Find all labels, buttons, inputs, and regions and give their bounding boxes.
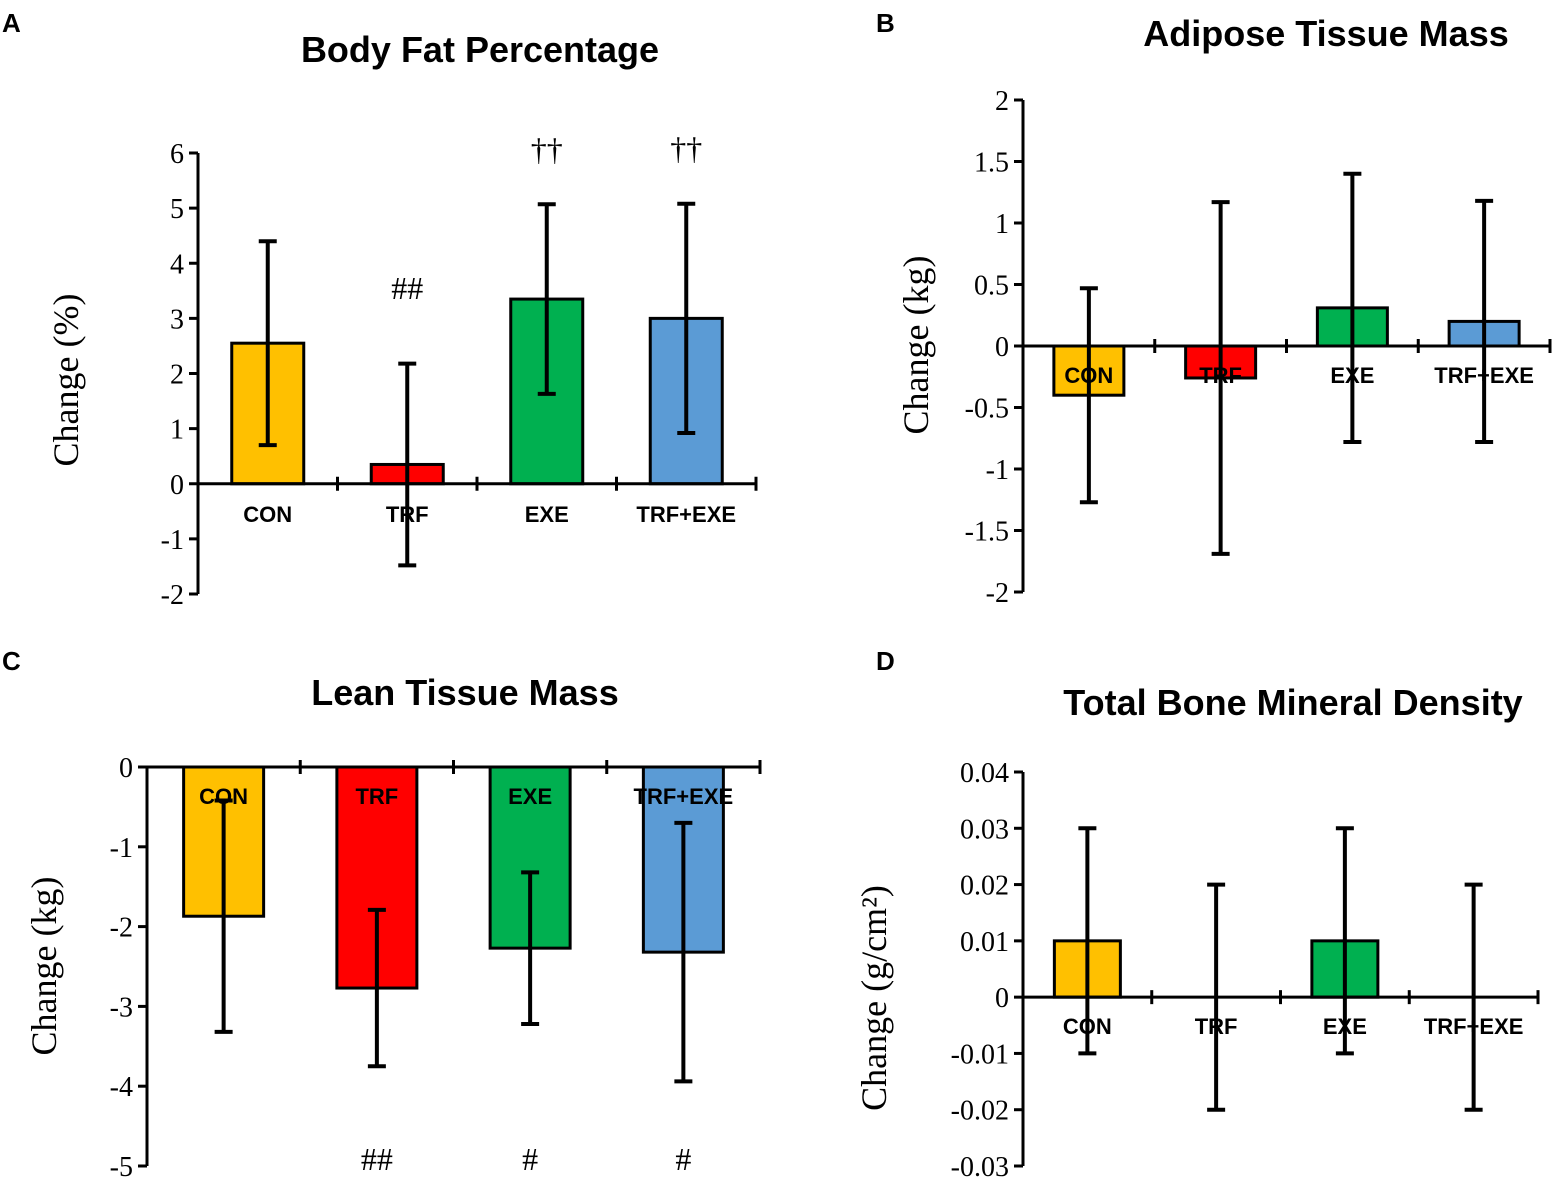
plot-area-d: -0.03 -0.02 -0.01 0 0.01 0.02 0.03 0.04 CON TRF EX…: [951, 758, 1540, 1183]
significance-marker-trf-exe-c: #: [675, 1141, 691, 1177]
category-label-con-d: CON: [1063, 1014, 1112, 1039]
panel-label-a: A: [2, 8, 21, 38]
category-label-trf-b: TRF: [1199, 363, 1242, 388]
y-tick-label-d: 0: [995, 983, 1009, 1014]
category-label-trf-exe-b: TRF+EXE: [1434, 363, 1534, 388]
category-label-exe-b: EXE: [1330, 363, 1374, 388]
category-label-trf-a: TRF: [386, 502, 429, 527]
y-tick-label-a: -1: [161, 525, 184, 556]
panel-label-c: C: [2, 646, 21, 676]
y-tick-label-b: -1: [986, 455, 1009, 486]
y-tick-label-b: 0.5: [974, 271, 1009, 302]
significance-marker-exe-a: ††: [531, 131, 563, 167]
significance-marker-trf-a: ##: [391, 270, 423, 306]
category-label-trf-d: TRF: [1195, 1014, 1238, 1039]
y-tick-label-a: 4: [170, 249, 184, 280]
y-tick-label-d: 0.04: [960, 758, 1009, 789]
category-label-trf-exe-c: TRF+EXE: [634, 784, 734, 809]
panel-label-b: B: [876, 8, 895, 38]
plot-area-a: -2 -1 0 1 2 3 4 5 6 CON TRF ## EXE †† TRF+EXE ††: [161, 131, 758, 611]
y-tick-label-d: -0.02: [951, 1096, 1009, 1127]
y-tick-label-a: 2: [170, 360, 184, 391]
y-axis-label-a: Change (%): [46, 294, 86, 467]
y-tick-label-b: 0: [995, 332, 1009, 363]
significance-marker-trf-exe-a: ††: [670, 131, 702, 167]
y-tick-label-c: -1: [110, 833, 133, 864]
y-axis-label-c: Change (kg): [24, 877, 64, 1056]
significance-marker-exe-c: #: [522, 1141, 538, 1177]
plot-area-c: -5 -4 -3 -2 -1 0 CON TRF ## EXE # TRF+EXE #: [110, 753, 762, 1183]
y-tick-label-b: -1.5: [965, 517, 1009, 548]
y-tick-label-d: -0.03: [951, 1152, 1009, 1183]
y-tick-label-a: -2: [161, 580, 184, 611]
y-tick-label-a: 0: [170, 470, 184, 501]
y-tick-label-b: -0.5: [965, 394, 1009, 425]
category-label-exe-d: EXE: [1323, 1014, 1367, 1039]
y-tick-label-b: 1.5: [974, 148, 1009, 179]
y-tick-label-d: 0.03: [960, 814, 1009, 845]
y-tick-label-d: -0.01: [951, 1039, 1009, 1070]
category-label-con-c: CON: [199, 784, 248, 809]
category-label-trf-exe-d: TRF+EXE: [1424, 1014, 1524, 1039]
category-label-exe-c: EXE: [508, 784, 552, 809]
y-axis-label-d: Change (g/cm²): [854, 885, 894, 1111]
y-tick-label-c: -2: [110, 913, 133, 944]
y-axis-label-b: Change (kg): [896, 256, 936, 435]
category-label-con-b: CON: [1064, 363, 1113, 388]
y-tick-label-a: 5: [170, 194, 184, 225]
chart-title-a: Body Fat Percentage: [301, 29, 659, 70]
y-tick-label-a: 6: [170, 139, 184, 170]
plot-area-b: -2 -1.5 -1 -0.5 0 0.5 1 1.5 2 CON TRF EXE TRF+EXE: [965, 86, 1552, 609]
y-tick-label-c: -5: [110, 1152, 133, 1183]
category-label-exe-a: EXE: [525, 502, 569, 527]
category-label-con-a: CON: [243, 502, 292, 527]
chart-title-d: Total Bone Mineral Density: [1063, 682, 1522, 723]
significance-marker-trf-c: ##: [361, 1141, 393, 1177]
y-tick-label-b: 1: [995, 209, 1009, 240]
category-label-trf-exe-a: TRF+EXE: [636, 502, 736, 527]
y-tick-label-a: 1: [170, 415, 184, 446]
y-tick-label-c: -3: [110, 992, 133, 1023]
y-tick-label-b: -2: [986, 578, 1009, 609]
y-tick-label-c: -4: [110, 1072, 133, 1103]
y-tick-label-c: 0: [119, 753, 133, 784]
y-tick-label-d: 0.02: [960, 871, 1009, 902]
category-label-trf-c: TRF: [355, 784, 398, 809]
y-tick-label-d: 0.01: [960, 927, 1009, 958]
y-tick-label-b: 2: [995, 86, 1009, 117]
chart-title-b: Adipose Tissue Mass: [1143, 13, 1508, 54]
chart-title-c: Lean Tissue Mass: [311, 672, 618, 713]
panel-label-d: D: [876, 646, 895, 676]
y-tick-label-a: 3: [170, 304, 184, 335]
